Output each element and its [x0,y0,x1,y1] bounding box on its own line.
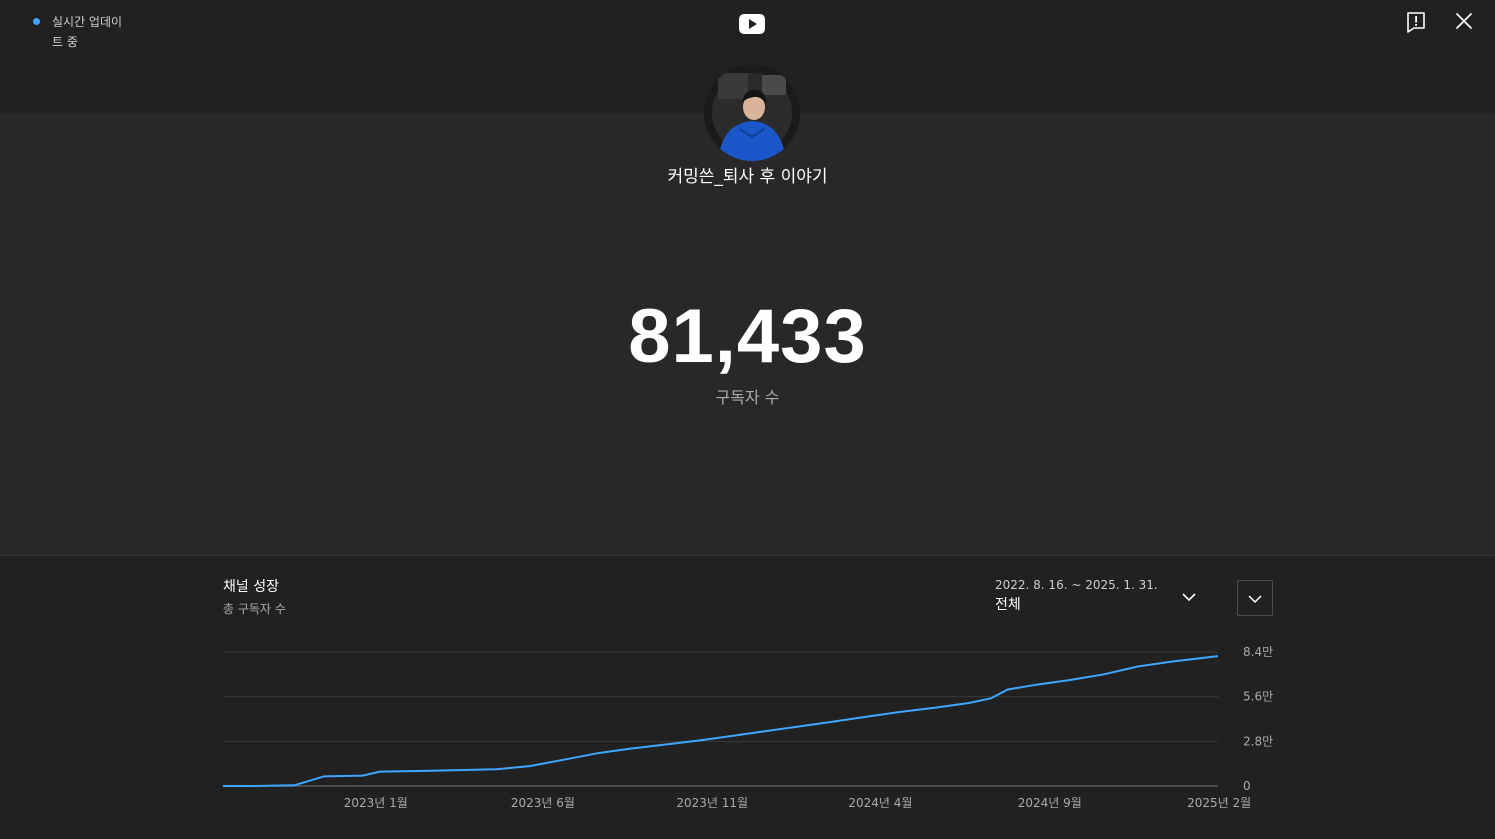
youtube-logo-icon [739,14,765,34]
section-divider [0,555,1495,556]
chevron-down-icon [1248,595,1262,604]
x-tick-label: 2025년 2월 [1187,796,1251,810]
y-tick-label: 2.8만 [1243,734,1273,748]
channel-avatar [704,65,800,161]
expand-chart-button[interactable] [1237,580,1273,616]
date-range-dropdown[interactable]: 2022. 8. 16. ~ 2025. 1. 31. 전체 [995,575,1205,617]
subscriber-growth-line [223,655,1219,787]
live-dot-icon [33,18,40,25]
growth-chart: 0 2.8만 5.6만 8.4만 2023년 1월 2023년 6월 2023년 11월 20… [223,645,1273,810]
x-tick-label: 2023년 1월 [344,796,408,810]
growth-panel [0,556,1495,839]
y-tick-label: 5.6만 [1243,690,1273,704]
subscriber-count-label: 구독자 수 [715,388,780,407]
date-range-dates: 2022. 8. 16. ~ 2025. 1. 31. [995,578,1158,592]
close-icon [1456,13,1472,29]
close-button[interactable] [1452,9,1476,33]
y-tick-label: 8.4만 [1243,645,1273,659]
live-status-label: 실시간 업데이트 중 [52,15,123,49]
feedback-icon [1407,12,1425,33]
chevron-down-icon [1182,593,1196,602]
growth-title: 채널 성장 [223,579,279,595]
date-range-value: 전체 [995,597,1021,613]
feedback-button[interactable] [1404,10,1428,34]
live-status: 실시간 업데이트 중 [33,12,143,52]
growth-subtitle: 총 구독자 수 [223,602,286,616]
channel-name: 커밍쓴_퇴사 후 이야기 [667,167,828,187]
y-tick-label: 0 [1243,779,1251,793]
avatar-image [704,65,800,161]
x-tick-label: 2023년 6월 [511,796,575,810]
x-tick-label: 2024년 9월 [1018,796,1082,810]
x-tick-label: 2024년 4월 [848,796,912,810]
x-tick-label: 2023년 11월 [676,796,748,810]
subscriber-count: 81,433 [628,294,867,379]
